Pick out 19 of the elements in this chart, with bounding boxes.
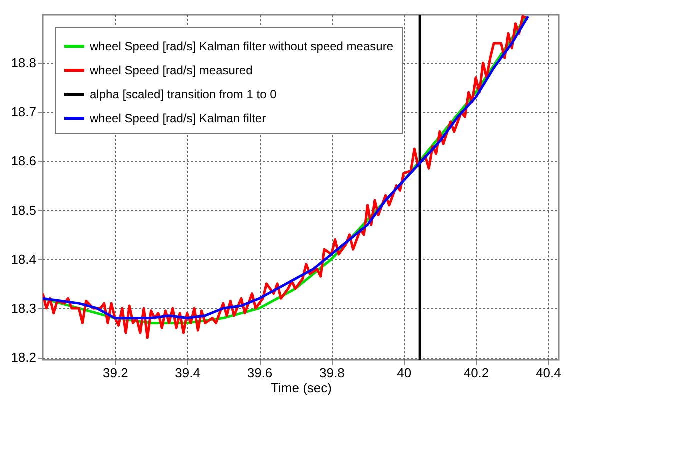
x-tick-label: 39.2 bbox=[103, 366, 128, 380]
legend-label: wheel Speed [rad/s] measured bbox=[89, 64, 253, 78]
x-tick-label: 39.8 bbox=[320, 366, 345, 380]
x-axis-title: Time (sec) bbox=[271, 380, 332, 396]
legend-label: wheel Speed [rad/s] Kalman filter without speed measure bbox=[89, 40, 394, 54]
y-tick-label: 18.3 bbox=[11, 300, 36, 316]
y-tick-label: 18.2 bbox=[11, 350, 36, 366]
y-tick-label: 18.4 bbox=[11, 252, 36, 267]
y-tick-label: 18.5 bbox=[11, 202, 36, 218]
legend-label: wheel Speed [rad/s] Kalman filter bbox=[89, 112, 266, 126]
y-tick-label: 18.7 bbox=[11, 104, 36, 120]
y-tick-label: 18.6 bbox=[11, 154, 36, 169]
y-tick-label: 18.8 bbox=[11, 56, 36, 71]
x-tick-label: 40 bbox=[397, 366, 412, 380]
x-tick-label: 39.6 bbox=[247, 366, 273, 380]
x-tick-label: 39.4 bbox=[175, 366, 200, 380]
legend-label: alpha [scaled] transition from 1 to 0 bbox=[90, 88, 278, 102]
x-tick-label: 40.2 bbox=[464, 366, 490, 380]
x-tick-label: 40.4 bbox=[536, 366, 562, 380]
